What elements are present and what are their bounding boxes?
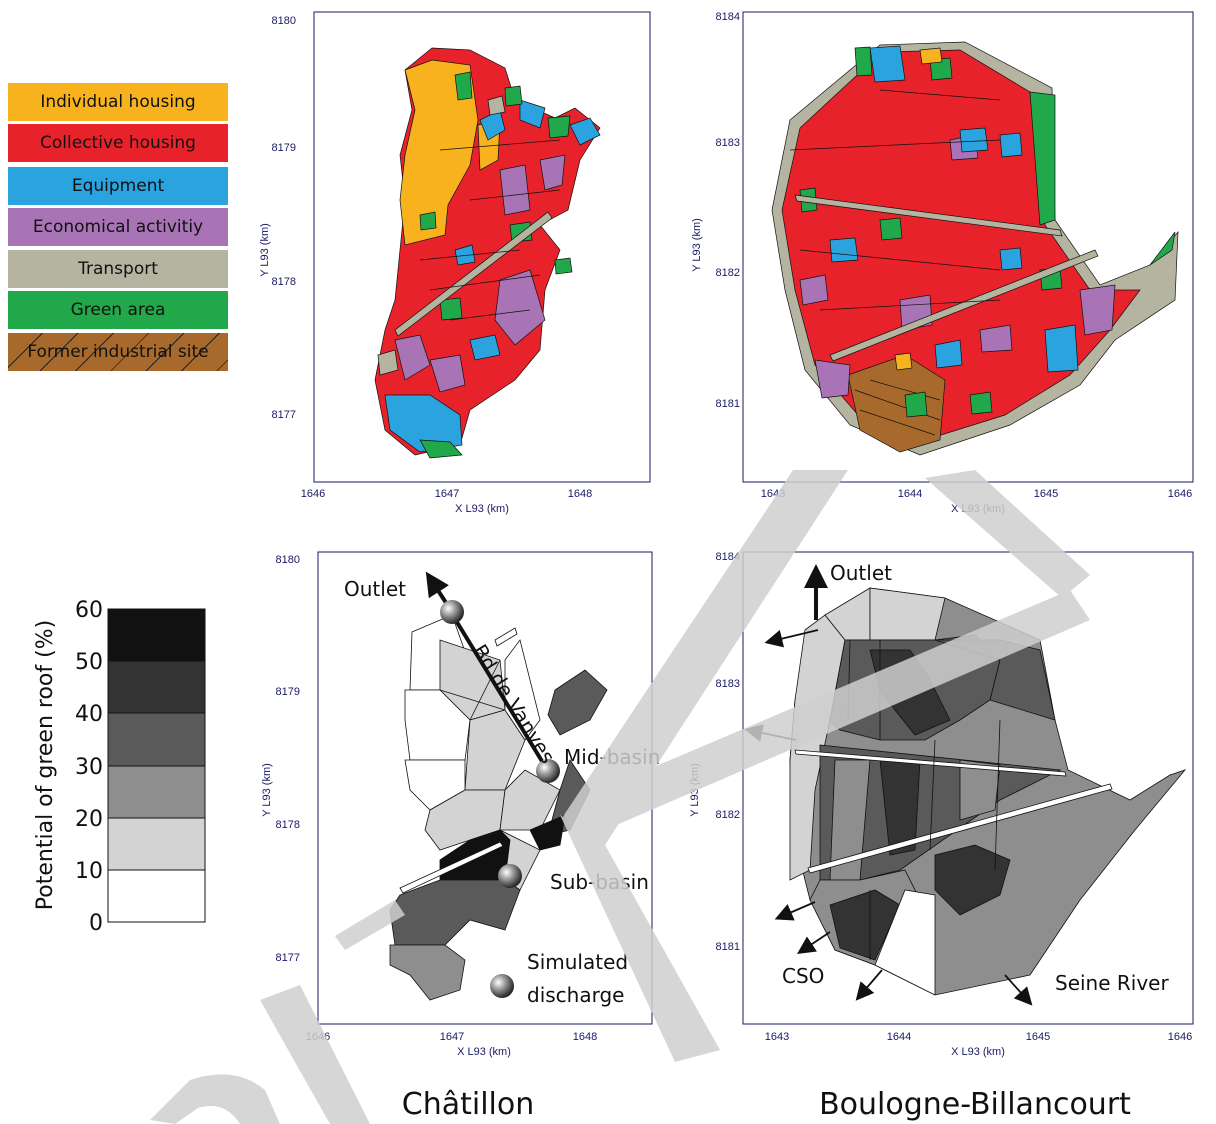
boulogne-greenroof-map: Outlet CSO Seine River 8184 8183 8182 81… (689, 551, 1194, 1058)
cso-arrow (774, 901, 816, 921)
legend-label: Economical activitiy (32, 217, 204, 237)
x-tick: 1644 (887, 1031, 911, 1043)
x-tick: 1646 (301, 488, 325, 500)
y-tick: 8177 (272, 409, 296, 421)
simulated-label-line1: Simulated (527, 950, 628, 974)
x-tick: 1648 (573, 1031, 597, 1043)
legend-collective-housing: Collective housing (8, 124, 228, 162)
y-tick: 8182 (716, 809, 740, 821)
green-roof-scale: 0 10 20 30 40 50 60 Potential of green r… (33, 598, 206, 936)
legend-green-area: Green area (8, 291, 228, 329)
y-tick: 8183 (716, 678, 740, 690)
y-tick: 8181 (716, 398, 740, 410)
y-axis-label: Y L93 (km) (259, 223, 271, 277)
seine-river-label: Seine River (1055, 971, 1169, 995)
cso-arrow (1004, 974, 1033, 1006)
scale-bin-10-20 (107, 817, 206, 871)
scale-bin-20-30 (107, 765, 206, 819)
gauge-sub-basin-marker (498, 864, 522, 888)
scale-tick: 30 (75, 755, 103, 780)
scale-tick: 40 (75, 702, 103, 727)
cso-arrow (797, 931, 831, 954)
legend-label: Green area (70, 300, 166, 320)
y-tick: 8178 (276, 819, 300, 831)
x-tick: 1643 (765, 1031, 789, 1043)
x-tick: 1647 (440, 1031, 464, 1043)
watermark (150, 470, 1090, 1124)
y-tick: 8180 (276, 554, 300, 566)
x-tick: 1646 (1168, 488, 1192, 500)
cso-label: CSO (782, 964, 824, 988)
scale-tick: 20 (75, 807, 103, 832)
x-tick: 1645 (1026, 1031, 1050, 1043)
cso-arrow (855, 969, 883, 1001)
x-tick: 1647 (435, 488, 459, 500)
scale-bin-0-10 (107, 869, 206, 923)
y-tick: 8179 (272, 142, 296, 154)
legend-individual-housing: Individual housing (8, 83, 228, 121)
legend-transport: Transport (8, 250, 228, 288)
outlet-label-right: Outlet (830, 561, 892, 585)
legend-former-industrial-site: Former industrial site (8, 333, 228, 371)
y-tick: 8180 (272, 15, 296, 27)
outlet-label: Outlet (344, 577, 406, 601)
chatillon-landuse-axes: 8180 8179 8178 8177 1646 1647 1648 X L93… (259, 15, 592, 515)
x-axis-label: X L93 (km) (455, 503, 509, 515)
scale-tick: 0 (89, 911, 103, 936)
scale-tick: 50 (75, 650, 103, 675)
x-axis-label: X L93 (km) (457, 1046, 511, 1058)
gauge-simulated-marker (490, 974, 514, 998)
y-tick: 8183 (716, 137, 740, 149)
x-tick: 1644 (898, 488, 922, 500)
legend-label: Collective housing (40, 133, 196, 153)
x-axis-label: X L93 (km) (951, 1046, 1005, 1058)
city-label-boulogne: Boulogne-Billancourt (819, 1087, 1131, 1122)
y-tick: 8178 (272, 276, 296, 288)
x-tick: 1645 (1034, 488, 1058, 500)
scale-bin-40-50 (107, 660, 206, 714)
cso-arrow (764, 629, 819, 648)
city-label-chatillon: Châtillon (402, 1087, 534, 1122)
gauge-outlet-marker (440, 600, 464, 624)
y-tick: 8177 (276, 952, 300, 964)
chatillon-greenroof-axes: 8180 8179 8178 8177 1646 1647 1648 X L93… (261, 554, 597, 1058)
scale-title: Potential of green roof (%) (33, 620, 58, 910)
scale-tick: 60 (75, 598, 103, 623)
legend-economical-activity: Economical activitiy (8, 208, 228, 246)
bd-de-vanves-line (450, 612, 550, 773)
x-tick: 1648 (568, 488, 592, 500)
scale-bin-50-60 (107, 608, 206, 662)
y-tick: 8181 (716, 941, 740, 953)
y-tick: 8184 (716, 11, 740, 23)
chatillon-landuse-map: 8180 8179 8178 8177 1646 1647 1648 X L93… (259, 11, 651, 515)
legend-equipment: Equipment (8, 167, 228, 205)
y-axis-label: Y L93 (km) (691, 218, 703, 272)
legend-label: Equipment (71, 176, 165, 196)
scale-tick: 10 (75, 859, 103, 884)
scale-bin-30-40 (107, 712, 206, 767)
y-tick: 8179 (276, 686, 300, 698)
boulogne-landuse-map: 8184 8183 8182 8181 1643 1644 1645 1646 … (691, 11, 1194, 515)
legend-label: Individual housing (40, 92, 196, 112)
x-tick: 1646 (1168, 1031, 1192, 1043)
legend-label: Former industrial site (27, 342, 209, 362)
legend-label: Transport (78, 259, 158, 279)
gauge-mid-basin-marker (536, 759, 560, 783)
y-axis-label: Y L93 (km) (261, 763, 273, 817)
simulated-label-line2: discharge (527, 983, 624, 1007)
y-tick: 8182 (716, 267, 740, 279)
